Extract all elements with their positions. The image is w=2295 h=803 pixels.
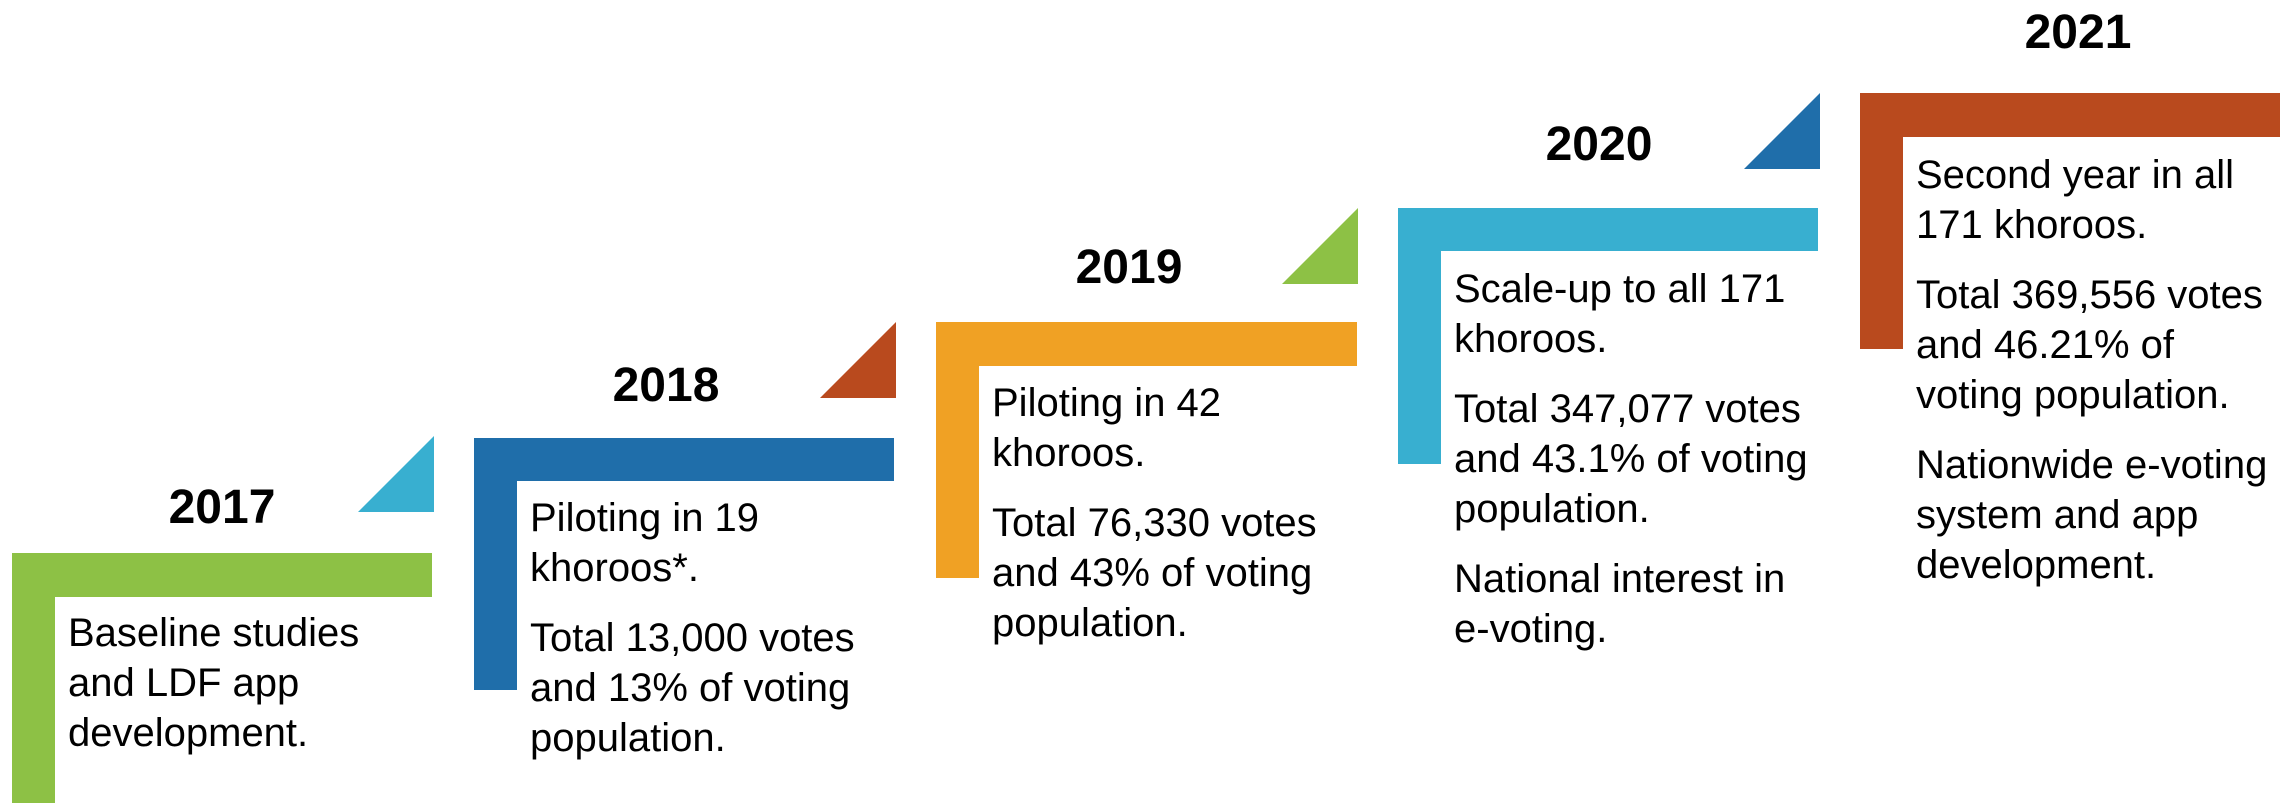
step-riser-2018 [474,438,517,690]
description-line: Nationwide e-voting system and app devel… [1916,443,2268,587]
step-riser-2020 [1398,208,1441,464]
step-riser-2021 [1860,93,1903,349]
year-label-2021: 2021 [2024,6,2132,59]
year-label-2018: 2018 [612,359,720,412]
step-bar-2018 [474,438,894,481]
year-label-2017: 2017 [168,481,276,534]
year-label-2019: 2019 [1075,241,1183,294]
step-bar-2019 [936,322,1357,366]
step-description-2017: Baseline studies and LDF app development… [68,608,398,778]
description-line: Total 76,330 votes and 43% of voting pop… [992,501,1317,645]
description-line: Total 13,000 votes and 13% of voting pop… [530,616,855,760]
description-line: Piloting in 42 khoroos. [992,381,1222,475]
step-bar-2017 [12,553,432,597]
step-description-2019: Piloting in 42 khoroos. Total 76,330 vot… [992,378,1342,668]
step-riser-2019 [936,322,979,578]
description-line: Baseline studies and LDF app development… [68,611,360,755]
description-line: Total 369,556 votes and 46.21% of voting… [1916,273,2263,417]
description-line: Total 347,077 votes and 43.1% of voting … [1454,387,1808,531]
step-description-2021: Second year in all 171 khoroos. Total 36… [1916,150,2276,610]
corner-triangle-2018 [820,322,896,398]
year-label-2020: 2020 [1545,118,1653,171]
description-line: Scale-up to all 171 khoroos. [1454,267,1786,361]
step-bar-2020 [1398,208,1818,251]
step-riser-2017 [12,553,55,803]
description-line: National interest in e-voting. [1454,557,1786,651]
description-line: Second year in all 171 khoroos. [1916,153,2234,247]
step-bar-2021 [1860,93,2280,137]
corner-triangle-2017 [358,436,434,512]
step-description-2020: Scale-up to all 171 khoroos. Total 347,0… [1454,264,1814,674]
description-line: Piloting in 19 khoroos*. [530,496,760,590]
step-description-2018: Piloting in 19 khoroos*. Total 13,000 vo… [530,493,870,783]
corner-triangle-2019 [1282,208,1358,284]
corner-triangle-2020 [1744,93,1820,169]
